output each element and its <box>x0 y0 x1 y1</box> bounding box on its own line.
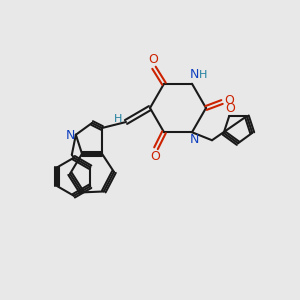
Text: N: N <box>189 133 199 146</box>
Text: O: O <box>150 150 160 163</box>
Text: O: O <box>148 53 158 66</box>
Text: H: H <box>199 70 207 80</box>
Text: O: O <box>224 94 234 107</box>
Text: N: N <box>66 129 76 142</box>
Text: H: H <box>114 114 122 124</box>
Text: N: N <box>189 68 199 81</box>
Text: O: O <box>225 102 235 115</box>
